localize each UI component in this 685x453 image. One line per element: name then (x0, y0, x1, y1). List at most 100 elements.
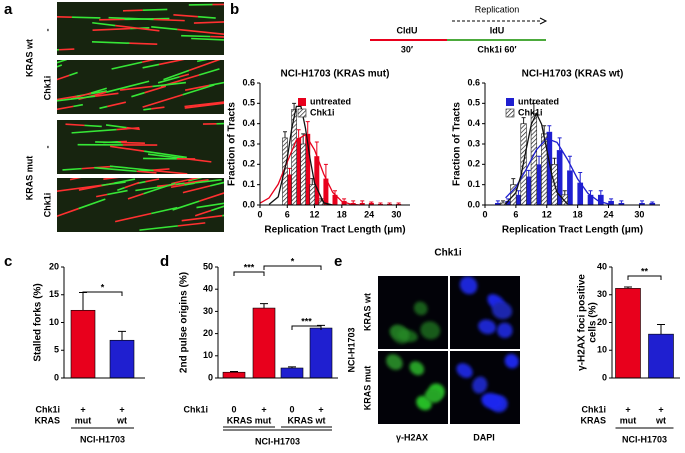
y-tick-label: 0.6 (242, 77, 255, 87)
error-bar (588, 190, 593, 195)
bar (287, 174, 293, 205)
error-bar (598, 190, 603, 195)
x-tick-label: 24 (604, 209, 614, 219)
y-tick-label: 10 (597, 345, 607, 355)
bar (280, 367, 304, 379)
y-tick-label: 0.1 (242, 179, 255, 189)
bar (368, 202, 374, 205)
error-bar (360, 200, 365, 203)
error-bar (288, 366, 296, 369)
fiber (59, 48, 75, 51)
fiber (227, 21, 256, 22)
fiber (184, 84, 210, 91)
row-label: Chk1i (581, 404, 606, 414)
fiber (57, 207, 79, 218)
row-label: KRAS mut (362, 366, 372, 411)
fiber (210, 205, 224, 212)
fiber (136, 170, 157, 174)
error-bar (283, 131, 287, 138)
fiber (222, 214, 224, 217)
y-tick-label: 20 (49, 261, 59, 271)
y-tick-label: 0 (54, 372, 59, 382)
fiber (57, 60, 67, 64)
bar (649, 202, 656, 205)
fiber (182, 185, 211, 194)
bar (70, 309, 96, 379)
y-tick-label: 20 (203, 328, 213, 338)
fiber (131, 91, 145, 98)
fiber (143, 108, 152, 111)
significance-bracket (627, 275, 662, 280)
error-bar (230, 371, 238, 373)
significance-label: * (291, 256, 295, 266)
row-cell: KRAS wt (288, 415, 326, 425)
fiber (71, 16, 101, 19)
y-axis-label: cells (%) (588, 302, 599, 343)
y-tick-label: 20 (597, 317, 607, 327)
legend-label: Chk1i (518, 107, 543, 117)
image-bg (57, 120, 224, 174)
significance-label: * (101, 282, 105, 292)
row-cell: + (625, 404, 630, 414)
fiber (216, 122, 224, 125)
y-tick-label: 0.6 (467, 77, 480, 87)
bar (387, 203, 393, 205)
nucleus (496, 322, 513, 339)
error-bar (562, 190, 567, 195)
y-tick-label: 0.4 (467, 118, 480, 128)
fiber (157, 76, 180, 84)
fiber (92, 21, 116, 27)
x-tick-label: 12 (310, 209, 320, 219)
bar (536, 164, 542, 205)
axis (63, 267, 145, 379)
bar (546, 131, 553, 205)
panel-label: e (334, 253, 342, 270)
fiber (153, 18, 185, 22)
bar (525, 176, 532, 205)
fiber (57, 105, 74, 111)
y-tick-label: 5 (54, 345, 59, 355)
legend-swatch (505, 108, 515, 118)
fiber (199, 192, 224, 202)
row-cell: mut (620, 415, 637, 425)
bar (300, 143, 306, 206)
panel-label: a (4, 1, 13, 18)
row-cell: mut (75, 415, 92, 425)
bar (495, 202, 501, 205)
fiber (71, 128, 117, 134)
x-tick-label: 30 (391, 209, 401, 219)
fiber (184, 182, 195, 186)
error-bar (650, 201, 655, 203)
error-bar (501, 200, 506, 203)
fiber (179, 73, 190, 78)
fiber (194, 209, 212, 217)
error-bar (387, 202, 392, 204)
stain-label: DAPI (473, 432, 495, 442)
fiber (235, 48, 261, 53)
nucleus (459, 276, 478, 295)
bar (222, 371, 246, 379)
legend-swatch (506, 98, 514, 106)
y-tick-label: 40 (203, 284, 213, 294)
fiber (175, 182, 185, 186)
fiber (173, 14, 198, 18)
fiber (117, 186, 125, 191)
x-tick-label: 6 (513, 209, 518, 219)
fiber (110, 145, 145, 153)
group-label: NCI-H1703 (80, 434, 125, 444)
error-bar (542, 125, 547, 134)
error-bar (296, 129, 301, 138)
bar (309, 327, 333, 379)
bar (618, 202, 625, 205)
x-tick-label: 18 (337, 209, 347, 219)
duration-label: 30′ (401, 44, 413, 54)
error-bar (323, 163, 328, 179)
fiber-image (57, 178, 224, 232)
fiber (99, 105, 108, 110)
nucleus (481, 392, 503, 410)
row-cell: KRAS mut (227, 415, 272, 425)
fiber (62, 167, 82, 171)
nucleus (472, 376, 488, 394)
error-bar (396, 202, 401, 204)
fiber (39, 69, 52, 74)
